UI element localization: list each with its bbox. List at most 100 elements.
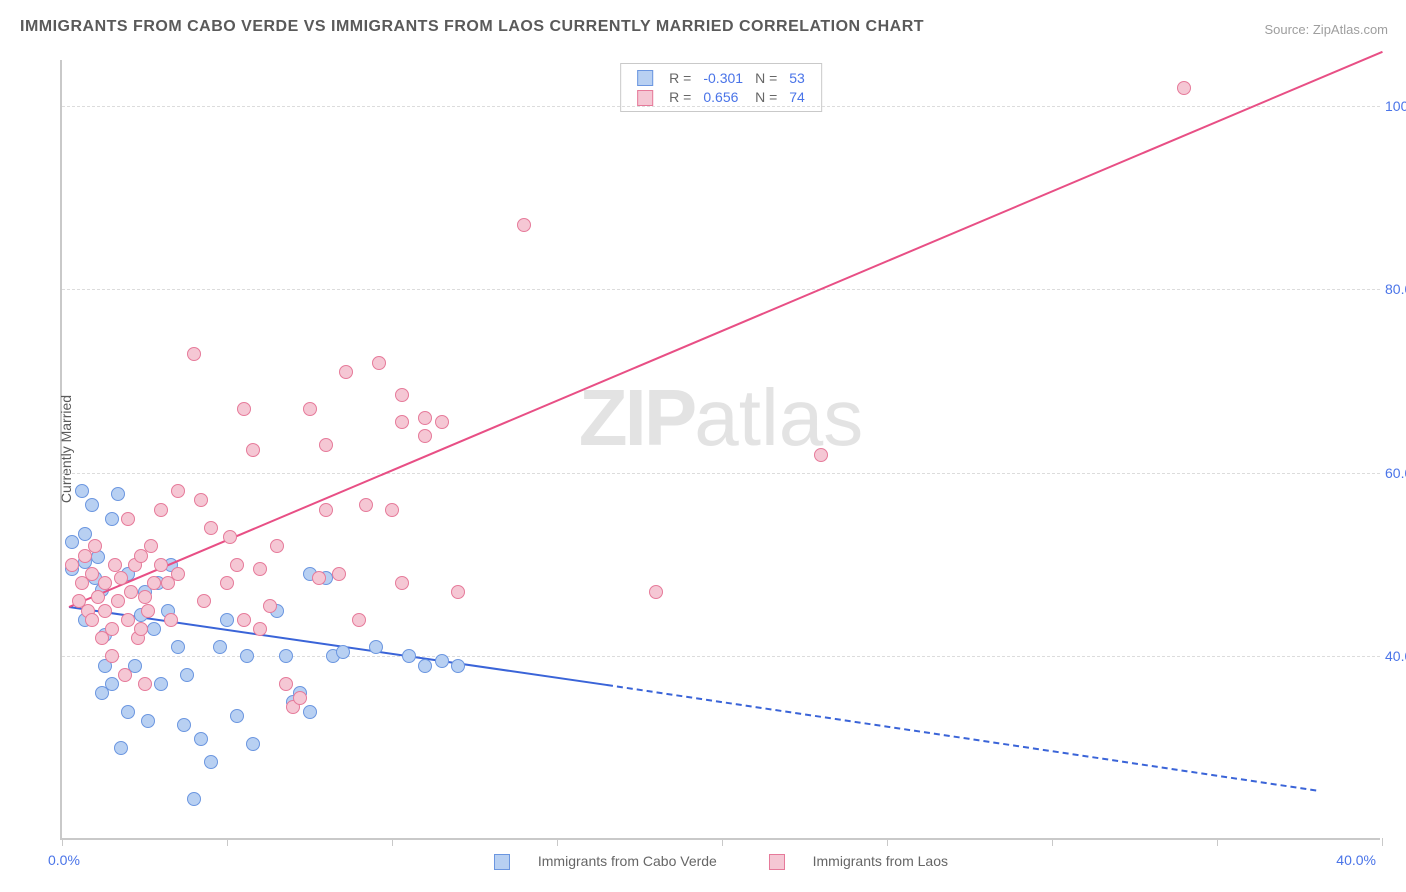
legend-swatch-icon [769, 854, 785, 870]
scatter-point-laos [171, 567, 185, 581]
chart-title: IMMIGRANTS FROM CABO VERDE VS IMMIGRANTS… [20, 18, 924, 36]
scatter-point-cabo_verde [194, 732, 208, 746]
y-axis-title: Currently Married [58, 395, 74, 503]
x-tick [887, 838, 888, 846]
scatter-point-laos [517, 218, 531, 232]
scatter-point-laos [121, 512, 135, 526]
scatter-point-laos [85, 567, 99, 581]
scatter-point-laos [332, 567, 346, 581]
scatter-point-cabo_verde [279, 649, 293, 663]
x-tick [62, 838, 63, 846]
scatter-point-laos [339, 365, 353, 379]
gridline [62, 106, 1380, 107]
scatter-point-laos [223, 530, 237, 544]
scatter-point-cabo_verde [105, 677, 119, 691]
scatter-point-laos [352, 613, 366, 627]
scatter-point-cabo_verde [177, 718, 191, 732]
scatter-point-laos [111, 594, 125, 608]
scatter-point-cabo_verde [171, 640, 185, 654]
scatter-point-cabo_verde [65, 535, 79, 549]
scatter-point-laos [108, 558, 122, 572]
scatter-point-laos [372, 356, 386, 370]
scatter-point-laos [246, 443, 260, 457]
scatter-point-laos [418, 429, 432, 443]
scatter-point-cabo_verde [187, 792, 201, 806]
scatter-point-laos [263, 599, 277, 613]
scatter-point-cabo_verde [111, 487, 125, 501]
scatter-point-cabo_verde [75, 484, 89, 498]
scatter-point-laos [91, 590, 105, 604]
x-tick [392, 838, 393, 846]
gridline [62, 289, 1380, 290]
scatter-point-laos [187, 347, 201, 361]
scatter-point-laos [147, 576, 161, 590]
scatter-point-laos [814, 448, 828, 462]
x-axis-max-label: 40.0% [1336, 852, 1376, 868]
scatter-point-laos [649, 585, 663, 599]
y-tick-label: 80.0% [1385, 281, 1406, 297]
scatter-point-laos [98, 576, 112, 590]
gridline [62, 473, 1380, 474]
scatter-point-cabo_verde [204, 755, 218, 769]
scatter-point-laos [237, 613, 251, 627]
scatter-point-laos [230, 558, 244, 572]
scatter-point-laos [1177, 81, 1191, 95]
scatter-point-cabo_verde [114, 741, 128, 755]
trend-line [606, 684, 1316, 792]
scatter-point-laos [114, 571, 128, 585]
scatter-point-laos [194, 493, 208, 507]
x-tick [722, 838, 723, 846]
scatter-point-laos [435, 415, 449, 429]
scatter-point-laos [124, 585, 138, 599]
scatter-point-cabo_verde [435, 654, 449, 668]
legend-item-cabo-verde: Immigrants from Cabo Verde [482, 853, 733, 869]
scatter-point-laos [293, 691, 307, 705]
scatter-point-cabo_verde [369, 640, 383, 654]
scatter-point-cabo_verde [154, 677, 168, 691]
scatter-point-cabo_verde [105, 512, 119, 526]
scatter-point-cabo_verde [85, 498, 99, 512]
x-tick [1217, 838, 1218, 846]
scatter-point-laos [65, 558, 79, 572]
scatter-point-laos [154, 558, 168, 572]
scatter-point-cabo_verde [402, 649, 416, 663]
scatter-point-laos [319, 503, 333, 517]
x-tick [557, 838, 558, 846]
scatter-point-laos [118, 668, 132, 682]
scatter-point-laos [138, 590, 152, 604]
scatter-point-laos [134, 622, 148, 636]
scatter-point-laos [154, 503, 168, 517]
scatter-point-laos [220, 576, 234, 590]
y-tick-label: 60.0% [1385, 465, 1406, 481]
scatter-point-laos [418, 411, 432, 425]
legend-swatch-cabo-verde [637, 70, 653, 86]
source-label: Source: ZipAtlas.com [1264, 22, 1388, 37]
scatter-point-laos [138, 677, 152, 691]
scatter-point-laos [253, 622, 267, 636]
scatter-point-cabo_verde [147, 622, 161, 636]
scatter-point-cabo_verde [336, 645, 350, 659]
scatter-point-laos [359, 498, 373, 512]
scatter-point-laos [270, 539, 284, 553]
scatter-point-cabo_verde [213, 640, 227, 654]
series-legend: Immigrants from Cabo Verde Immigrants fr… [470, 853, 972, 870]
legend-item-laos: Immigrants from Laos [757, 853, 960, 869]
scatter-point-laos [105, 649, 119, 663]
scatter-point-laos [164, 613, 178, 627]
scatter-point-laos [451, 585, 465, 599]
scatter-point-laos [279, 677, 293, 691]
scatter-point-laos [237, 402, 251, 416]
scatter-point-laos [204, 521, 218, 535]
scatter-point-laos [88, 539, 102, 553]
legend-row-laos: R =0.656 N =74 [631, 87, 811, 106]
x-axis-min-label: 0.0% [48, 852, 80, 868]
scatter-point-cabo_verde [230, 709, 244, 723]
scatter-point-cabo_verde [180, 668, 194, 682]
scatter-point-laos [395, 415, 409, 429]
legend-swatch-icon [494, 854, 510, 870]
y-tick-label: 40.0% [1385, 648, 1406, 664]
scatter-point-laos [144, 539, 158, 553]
legend-swatch-laos [637, 90, 653, 106]
scatter-point-cabo_verde [141, 714, 155, 728]
scatter-point-laos [197, 594, 211, 608]
